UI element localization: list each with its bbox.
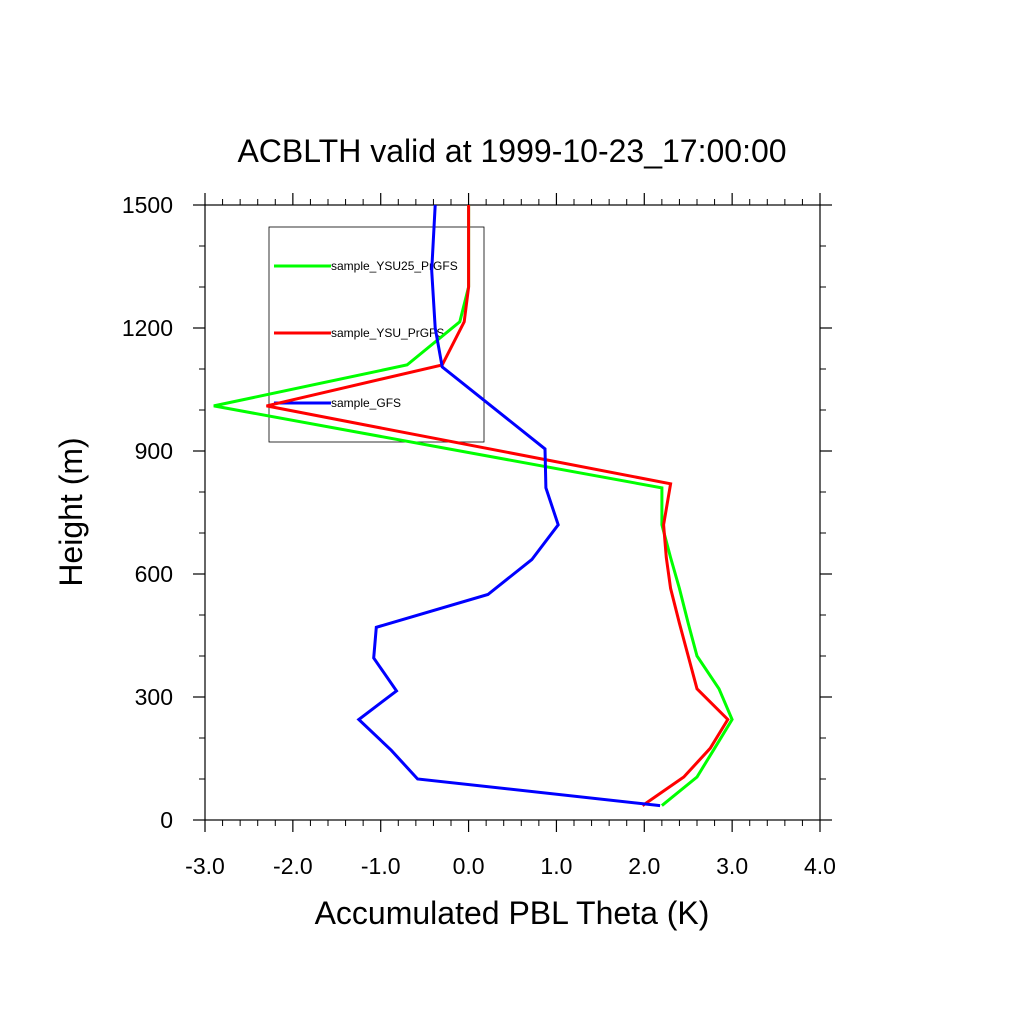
chart-title: ACBLTH valid at 1999-10-23_17:00:00 bbox=[237, 133, 786, 169]
x-tick-label: 1.0 bbox=[540, 853, 572, 879]
legend-label: sample_YSU25_PrGFS bbox=[331, 259, 458, 273]
y-axis-label: Height (m) bbox=[53, 437, 89, 586]
x-tick-label: 3.0 bbox=[716, 853, 748, 879]
legend-box bbox=[268, 226, 485, 443]
y-tick-label: 1500 bbox=[122, 192, 173, 218]
y-tick-label: 300 bbox=[135, 684, 173, 710]
series-line bbox=[356, 204, 661, 808]
series-lines bbox=[213, 204, 734, 808]
x-tick-label: 0.0 bbox=[453, 853, 485, 879]
series-line bbox=[266, 205, 730, 807]
legend-label: sample_YSU_PrGFS bbox=[331, 326, 444, 340]
legend: sample_YSU25_PrGFS sample_YSU_PrGFSsample… bbox=[268, 226, 485, 443]
x-axis-label: Accumulated PBL Theta (K) bbox=[315, 895, 710, 931]
y-tick-label: 600 bbox=[135, 561, 173, 587]
plot-area-frame bbox=[204, 204, 821, 821]
x-tick-label: 2.0 bbox=[628, 853, 660, 879]
x-tick-label: -2.0 bbox=[273, 853, 313, 879]
x-tick-label: 4.0 bbox=[804, 853, 836, 879]
y-tick-label: 1200 bbox=[122, 315, 173, 341]
series-line bbox=[213, 205, 734, 807]
y-tick-label: 900 bbox=[135, 438, 173, 464]
y-tick-label: 0 bbox=[160, 807, 173, 833]
x-tick-label: -3.0 bbox=[185, 853, 225, 879]
x-tick-label: -1.0 bbox=[361, 853, 401, 879]
axis-ticks: -3.0 -2.0 -1.0 0.0 1.0 2.0 3.0 4.0 0 300 600 900 120… bbox=[122, 192, 836, 879]
legend-label: sample_GFS bbox=[331, 396, 401, 410]
